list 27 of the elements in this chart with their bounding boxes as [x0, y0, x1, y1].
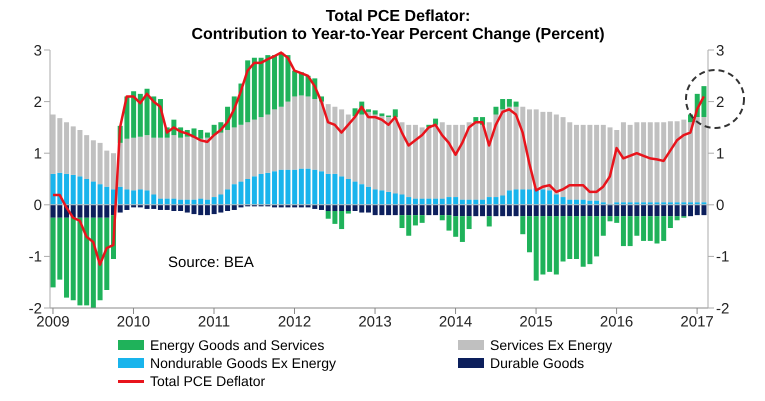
legend-label: Energy Goods and Services	[150, 336, 324, 354]
legend-label: Nondurable Goods Ex Energy	[150, 354, 336, 372]
legend-label: Services Ex Energy	[490, 336, 612, 354]
x-tick-label: 2012	[278, 314, 312, 331]
x-tick-label: 2016	[600, 314, 634, 331]
x-tick-label: 2015	[519, 314, 553, 331]
y2-tick-label: 3	[716, 42, 724, 60]
annotation: Source: BEA	[168, 254, 254, 271]
y-tick-label: -1	[28, 248, 42, 266]
legend-label: Total PCE Deflator	[150, 372, 266, 390]
x-tick-label: 2011	[198, 314, 230, 331]
chart-title: Total PCE Deflator:	[324, 8, 472, 26]
y2-tick-label: -2	[716, 300, 730, 318]
y2-tick-label: -1	[716, 248, 730, 266]
y-tick-label: 0	[34, 197, 42, 214]
y-tick-label: 3	[34, 42, 42, 60]
y-tick-label: 2	[34, 94, 42, 111]
x-tick-label: 2017	[680, 314, 714, 331]
x-tick-label: 2014	[438, 314, 472, 331]
y2-tick-label: 0	[716, 197, 724, 214]
legend-label: Durable Goods	[490, 354, 584, 372]
chart-subtitle: Contribution to Year-to-Year Percent Change (Percent)	[190, 26, 606, 44]
x-tick-label: 2010	[116, 314, 150, 331]
y2-tick-label: 1	[716, 146, 724, 163]
y-tick-label: 1	[34, 146, 42, 163]
x-tick-label: 2013	[358, 314, 392, 331]
y2-tick-label: 2	[716, 94, 724, 111]
